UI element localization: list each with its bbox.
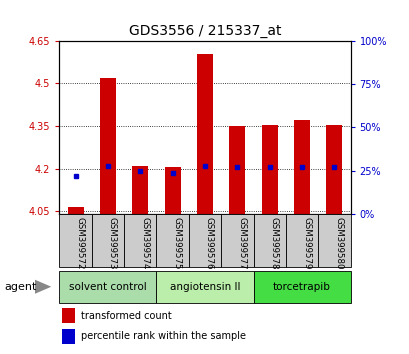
Bar [67,207,83,214]
Bar [326,125,342,214]
Bar [124,214,156,267]
Bar [59,271,156,303]
Bar [196,53,213,214]
Bar [100,78,116,214]
Text: transformed count: transformed count [81,311,172,321]
Text: GSM399576: GSM399576 [204,217,213,269]
Bar [92,214,124,267]
Bar [62,329,75,344]
Bar [220,214,253,267]
Text: solvent control: solvent control [69,282,146,292]
Text: GSM399578: GSM399578 [269,217,278,269]
Text: GSM399575: GSM399575 [172,217,181,269]
Bar [253,214,285,267]
Text: torcetrapib: torcetrapib [272,282,330,292]
Bar [229,126,245,214]
Text: GSM399572: GSM399572 [75,217,84,269]
Text: percentile rank within the sample: percentile rank within the sample [81,331,246,342]
Bar [164,167,180,214]
Bar [132,166,148,214]
Text: agent: agent [4,282,36,292]
Title: GDS3556 / 215337_at: GDS3556 / 215337_at [128,24,281,38]
Bar [156,271,253,303]
Bar [59,214,92,267]
Text: GSM399573: GSM399573 [108,217,117,269]
Text: angiotensin II: angiotensin II [169,282,240,292]
Text: GSM399579: GSM399579 [301,217,310,269]
Bar [62,308,75,323]
Bar [253,271,350,303]
Text: GSM399574: GSM399574 [140,217,149,269]
Text: GSM399577: GSM399577 [237,217,246,269]
Bar [261,125,277,214]
Polygon shape [35,280,51,294]
Text: GSM399580: GSM399580 [334,217,343,269]
Bar [189,214,220,267]
Bar [317,214,350,267]
Bar [156,214,189,267]
Bar [293,120,309,214]
Bar [285,214,317,267]
